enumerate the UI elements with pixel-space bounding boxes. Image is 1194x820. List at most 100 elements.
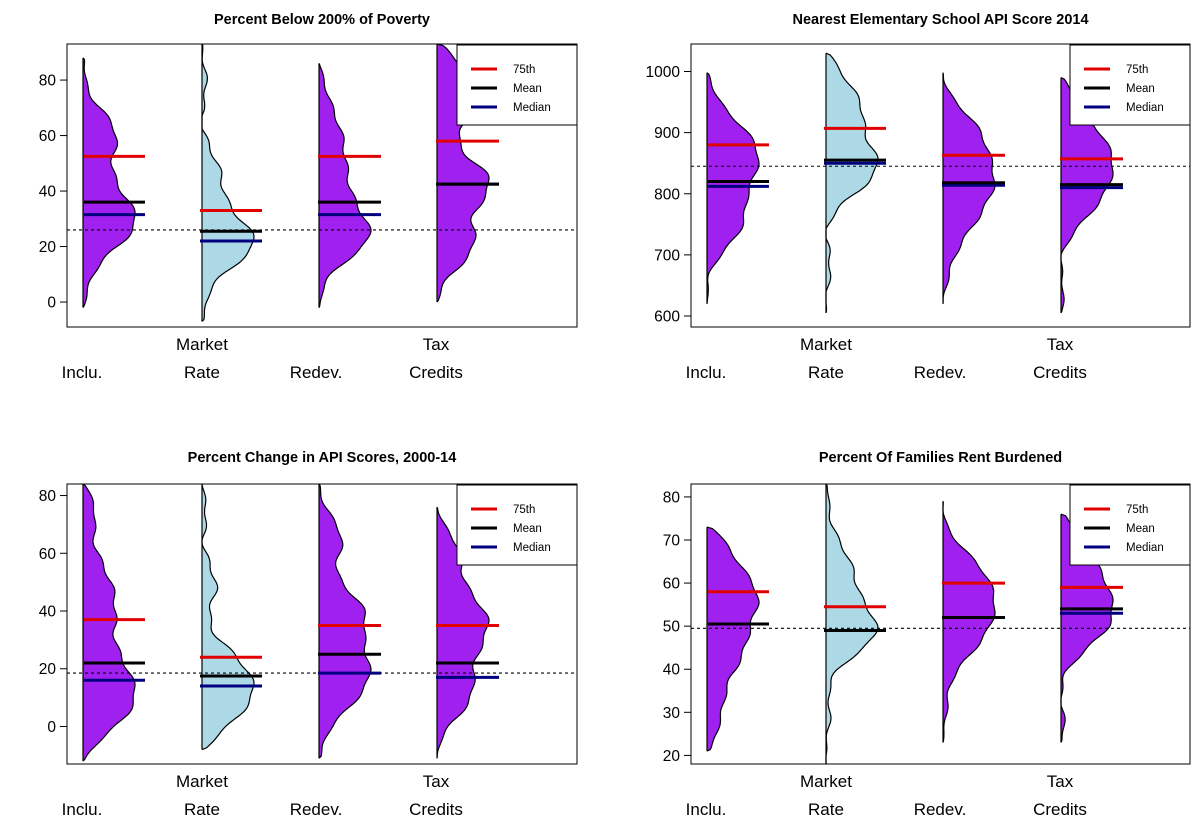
y-tick-label: 40 xyxy=(663,662,681,679)
y-tick-label: 70 xyxy=(663,533,681,550)
legend: 75th Mean Median xyxy=(1069,44,1191,126)
category-label: Market xyxy=(176,772,228,791)
legend-label-mean: Mean xyxy=(513,83,542,95)
category-label: Market xyxy=(800,772,852,791)
legend: 75th Mean Median xyxy=(456,44,578,126)
legend: 75th Mean Median xyxy=(456,484,578,566)
y-tick-label: 80 xyxy=(663,489,681,506)
y-tick-label: 80 xyxy=(39,488,57,505)
category-label: Rate xyxy=(184,363,220,382)
category-label: Inclu. xyxy=(62,800,103,819)
category-label: Credits xyxy=(1033,800,1087,819)
violin-fill xyxy=(826,484,878,764)
category-label: Redev. xyxy=(290,363,343,382)
violin-outline xyxy=(201,44,255,322)
y-tick-label: 40 xyxy=(39,184,57,201)
y-tick-label: 60 xyxy=(39,546,57,563)
legend-label-p75: 75th xyxy=(1126,64,1148,76)
plot-frame xyxy=(66,43,578,328)
y-tick-label: 0 xyxy=(47,719,56,736)
legend-box xyxy=(456,44,578,126)
violin-outline xyxy=(706,72,760,304)
violin-outline xyxy=(82,57,136,308)
category-label: Inclu. xyxy=(686,800,727,819)
violin-fill xyxy=(943,72,995,304)
y-tick-label: 900 xyxy=(654,125,680,142)
violin-outline xyxy=(318,484,372,759)
violin-fill xyxy=(826,53,878,313)
legend-label-mean: Mean xyxy=(513,523,542,535)
legend-label-median: Median xyxy=(513,102,551,114)
chart-panel: Percent Below 200% of Poverty 0 20 40 60 80 In… xyxy=(39,12,578,382)
category-label: Inclu. xyxy=(686,363,727,382)
legend: 75th Mean Median xyxy=(1069,484,1191,566)
violin-outline xyxy=(825,52,879,314)
y-tick-label: 600 xyxy=(654,308,680,325)
violin-outline xyxy=(706,526,760,752)
violin-fill xyxy=(319,63,371,308)
violin-fill xyxy=(83,484,135,762)
category-label: Inclu. xyxy=(62,363,103,382)
violin-fill xyxy=(707,72,759,304)
y-tick-label: 20 xyxy=(39,239,57,256)
category-label: Tax xyxy=(1047,772,1074,791)
category-label: Tax xyxy=(423,772,450,791)
chart-panel: Percent Of Families Rent Burdened 20 30 40 5… xyxy=(663,450,1191,819)
plot-frame xyxy=(690,483,1191,765)
violin-fill xyxy=(202,484,254,750)
category-label: Redev. xyxy=(914,363,967,382)
violin-fill xyxy=(1061,77,1113,313)
legend-label-median: Median xyxy=(513,542,551,554)
violin-outline xyxy=(942,501,996,743)
y-tick-label: 20 xyxy=(39,661,57,678)
y-tick-label: 80 xyxy=(39,73,57,90)
plot-area xyxy=(691,52,1190,314)
category-label: Redev. xyxy=(914,800,967,819)
violin-outline xyxy=(201,484,255,751)
category-label: Rate xyxy=(184,800,220,819)
chart-panel: Nearest Elementary School API Score 2014… xyxy=(646,12,1191,382)
legend-box xyxy=(1069,44,1191,126)
legend-label-median: Median xyxy=(1126,542,1164,554)
legend-label-p75: 75th xyxy=(513,504,535,516)
y-tick-label: 40 xyxy=(39,604,57,621)
chart-title: Percent Below 200% of Poverty xyxy=(214,12,430,28)
plot-frame xyxy=(66,483,578,765)
y-tick-label: 700 xyxy=(654,247,680,264)
legend-label-median: Median xyxy=(1126,102,1164,114)
category-label: Credits xyxy=(409,800,463,819)
legend-label-p75: 75th xyxy=(513,64,535,76)
chart-title: Percent Of Families Rent Burdened xyxy=(819,450,1062,466)
y-tick-label: 1000 xyxy=(646,64,681,81)
legend-label-mean: Mean xyxy=(1126,523,1155,535)
plot-area xyxy=(691,484,1190,764)
y-tick-label: 50 xyxy=(663,619,681,636)
legend-box xyxy=(456,484,578,566)
category-label: Tax xyxy=(423,335,450,354)
violin-fill xyxy=(319,484,371,759)
y-tick-label: 800 xyxy=(654,186,680,203)
chart-title: Nearest Elementary School API Score 2014 xyxy=(792,12,1088,28)
violin-fill xyxy=(83,57,135,308)
y-tick-label: 20 xyxy=(663,748,681,765)
violin-fill xyxy=(202,44,254,322)
y-tick-label: 60 xyxy=(663,576,681,593)
category-label: Rate xyxy=(808,800,844,819)
legend-label-p75: 75th xyxy=(1126,504,1148,516)
chart-panel: Percent Change in API Scores, 2000-14 0 20… xyxy=(39,450,578,819)
violin-fill xyxy=(707,527,759,752)
violin-outline xyxy=(825,484,879,764)
y-tick-label: 30 xyxy=(663,705,681,722)
chart-title: Percent Change in API Scores, 2000-14 xyxy=(188,450,457,466)
y-tick-label: 60 xyxy=(39,128,57,145)
plot-area xyxy=(67,484,577,762)
violin-outline xyxy=(318,63,372,308)
violin-fill xyxy=(437,507,489,759)
category-label: Credits xyxy=(409,363,463,382)
legend-box xyxy=(1069,484,1191,566)
category-label: Tax xyxy=(1047,335,1074,354)
category-label: Credits xyxy=(1033,363,1087,382)
violin-fill xyxy=(943,501,995,743)
category-label: Market xyxy=(176,335,228,354)
